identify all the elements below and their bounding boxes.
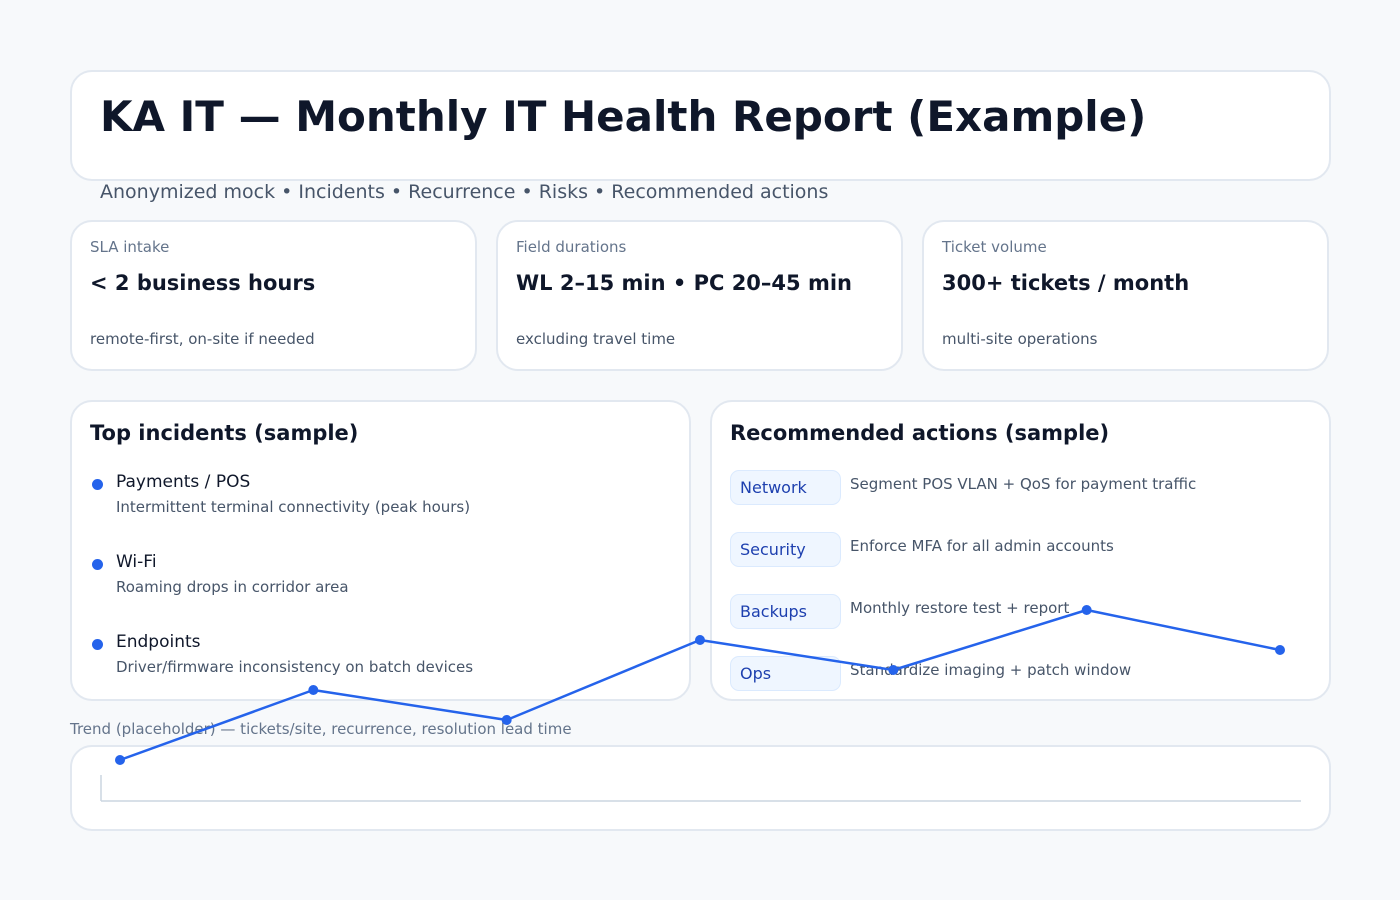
incident-description: Intermittent terminal connectivity (peak… bbox=[116, 498, 471, 516]
kpi-value: < 2 business hours bbox=[90, 271, 316, 295]
action-tag-network: Network bbox=[730, 470, 841, 505]
bullet-dot-icon bbox=[92, 639, 103, 650]
action-text: Standardize imaging + patch window bbox=[850, 661, 1132, 679]
kpi-note: remote-first, on-site if needed bbox=[90, 330, 315, 348]
incident-item: Payments / POS Intermittent terminal con… bbox=[90, 472, 670, 526]
incident-title: Payments / POS bbox=[116, 472, 251, 492]
kpi-value: 300+ tickets / month bbox=[942, 271, 1190, 295]
kpi-card-field-durations: Field durations WL 2–15 min • PC 20–45 m… bbox=[496, 220, 903, 371]
kpi-value: WL 2–15 min • PC 20–45 min bbox=[516, 271, 852, 295]
action-tag-backups: Backups bbox=[730, 594, 841, 629]
bullet-dot-icon bbox=[92, 479, 103, 490]
kpi-card-ticket-volume: Ticket volume 300+ tickets / month multi… bbox=[922, 220, 1329, 371]
trend-card bbox=[70, 745, 1331, 831]
kpi-label: Field durations bbox=[516, 238, 627, 256]
kpi-note: multi-site operations bbox=[942, 330, 1098, 348]
action-tag-ops: Ops bbox=[730, 656, 841, 691]
incident-item: Endpoints Driver/firmware inconsistency … bbox=[90, 632, 670, 686]
action-item: Security Enforce MFA for all admin accou… bbox=[730, 532, 1320, 568]
kpi-label: Ticket volume bbox=[942, 238, 1047, 256]
action-item: Network Segment POS VLAN + QoS for payme… bbox=[730, 470, 1320, 506]
page-subtitle: Anonymized mock • Incidents • Recurrence… bbox=[100, 181, 829, 203]
incidents-panel: Top incidents (sample) Payments / POS In… bbox=[70, 400, 691, 701]
kpi-card-sla: SLA intake < 2 business hours remote-fir… bbox=[70, 220, 477, 371]
kpi-label: SLA intake bbox=[90, 238, 170, 256]
incident-title: Wi-Fi bbox=[116, 552, 157, 572]
action-text: Segment POS VLAN + QoS for payment traff… bbox=[850, 475, 1197, 493]
page-title: KA IT — Monthly IT Health Report (Exampl… bbox=[100, 92, 1147, 141]
trend-point-4 bbox=[695, 635, 705, 645]
incidents-panel-title: Top incidents (sample) bbox=[90, 421, 359, 445]
actions-panel-title: Recommended actions (sample) bbox=[730, 421, 1110, 445]
trend-label: Trend (placeholder) — tickets/site, recu… bbox=[70, 720, 572, 738]
action-item: Backups Monthly restore test + report bbox=[730, 594, 1320, 630]
incident-description: Driver/firmware inconsistency on batch d… bbox=[116, 658, 474, 676]
action-text: Monthly restore test + report bbox=[850, 599, 1070, 617]
kpi-note: excluding travel time bbox=[516, 330, 676, 348]
bullet-dot-icon bbox=[92, 559, 103, 570]
action-item: Ops Standardize imaging + patch window bbox=[730, 656, 1320, 692]
incident-title: Endpoints bbox=[116, 632, 201, 652]
header-card bbox=[70, 70, 1331, 181]
incident-description: Roaming drops in corridor area bbox=[116, 578, 349, 596]
action-tag-security: Security bbox=[730, 532, 841, 567]
actions-panel: Recommended actions (sample) Network Seg… bbox=[710, 400, 1331, 701]
incident-item: Wi-Fi Roaming drops in corridor area bbox=[90, 552, 670, 606]
action-text: Enforce MFA for all admin accounts bbox=[850, 537, 1114, 555]
